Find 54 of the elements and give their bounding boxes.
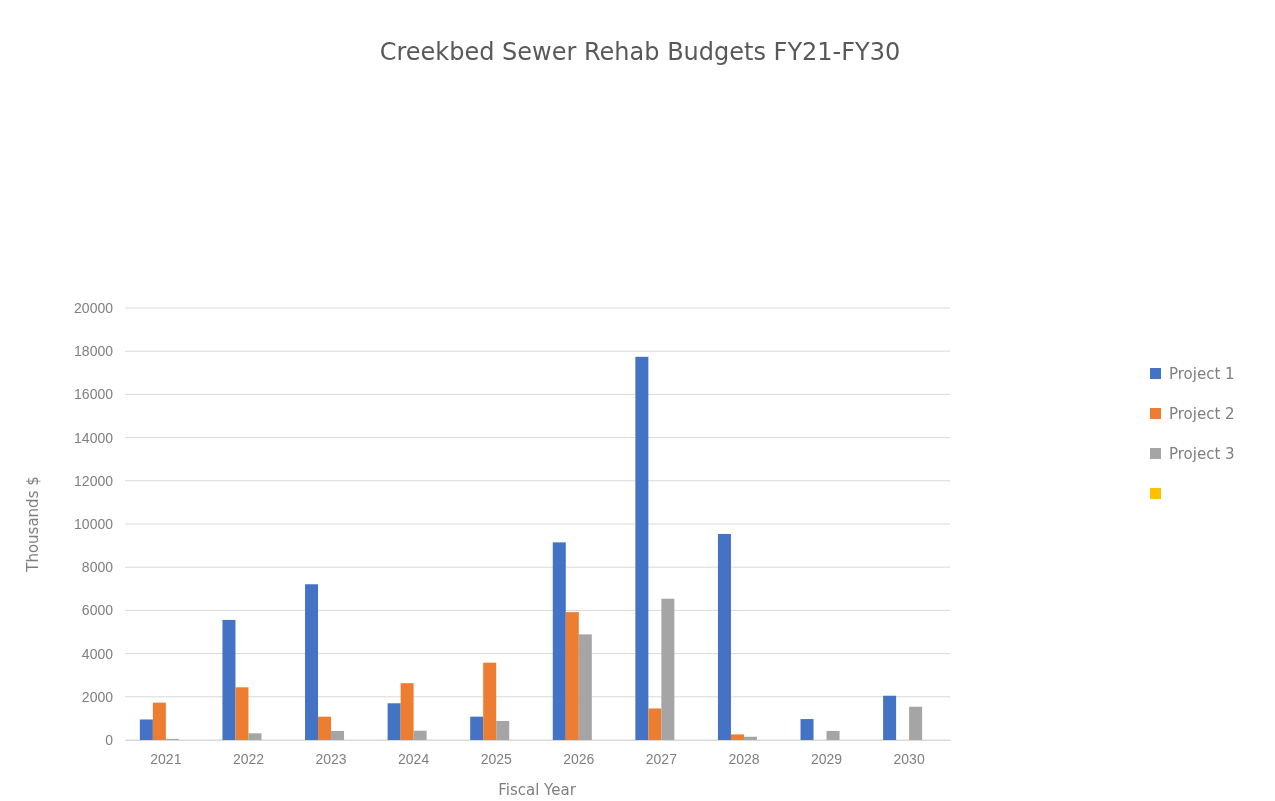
- x-tick-label: 2026: [563, 750, 595, 767]
- bar: [387, 703, 401, 740]
- bar: [883, 695, 897, 740]
- bar: [152, 702, 166, 740]
- x-tick-label: 2027: [645, 750, 678, 767]
- bar: [331, 730, 345, 740]
- bar: [635, 356, 649, 740]
- legend-label: Project 3: [1169, 445, 1235, 463]
- y-tick-label: 0: [105, 731, 114, 748]
- y-tick-label: 8000: [81, 559, 114, 576]
- x-tick-label: 2022: [232, 750, 265, 767]
- y-tick-label: 14000: [74, 429, 114, 446]
- y-axis-title: Thousands $: [24, 476, 42, 573]
- bar: [496, 720, 510, 740]
- bar: [909, 706, 923, 740]
- legend-label: Project 2: [1169, 405, 1235, 423]
- y-tick-label: 12000: [74, 472, 114, 489]
- bar: [826, 730, 840, 740]
- bar: [717, 533, 731, 740]
- bar: [552, 542, 566, 740]
- x-tick-label: 2030: [893, 750, 925, 767]
- y-tick-label: 18000: [74, 343, 114, 360]
- bar: [235, 687, 249, 740]
- bar: [565, 612, 579, 740]
- x-tick-label: 2028: [728, 750, 760, 767]
- y-tick-label: 10000: [74, 515, 114, 532]
- y-tick-label: 2000: [81, 688, 114, 705]
- y-tick-label: 6000: [81, 602, 114, 619]
- x-tick-label: 2029: [810, 750, 843, 767]
- bar: [483, 662, 497, 740]
- bar: [800, 719, 814, 740]
- y-tick-label: 16000: [74, 386, 114, 403]
- bar: [305, 584, 319, 740]
- x-tick-label: 2025: [480, 750, 512, 767]
- chart-title: Creekbed Sewer Rehab Budgets FY21-FY30: [379, 38, 901, 66]
- x-tick-label: 2021: [150, 750, 182, 767]
- x-axis-title: Fiscal Year: [498, 781, 577, 799]
- x-tick-label: 2024: [398, 750, 430, 767]
- y-tick-label: 4000: [81, 645, 114, 662]
- bar: [661, 598, 675, 740]
- bar: [578, 634, 592, 740]
- bar: [139, 719, 153, 740]
- bar: [648, 708, 662, 740]
- bar: [222, 619, 236, 740]
- bar: [248, 733, 262, 740]
- y-tick-label: 20000: [74, 299, 114, 316]
- bar: [413, 730, 427, 740]
- legend-label: Project 1: [1169, 365, 1235, 383]
- x-tick-label: 2023: [315, 750, 347, 767]
- bar: [743, 736, 757, 740]
- bar: [400, 683, 414, 740]
- bar: [318, 716, 332, 740]
- bar: [730, 734, 744, 740]
- bar: [470, 716, 484, 740]
